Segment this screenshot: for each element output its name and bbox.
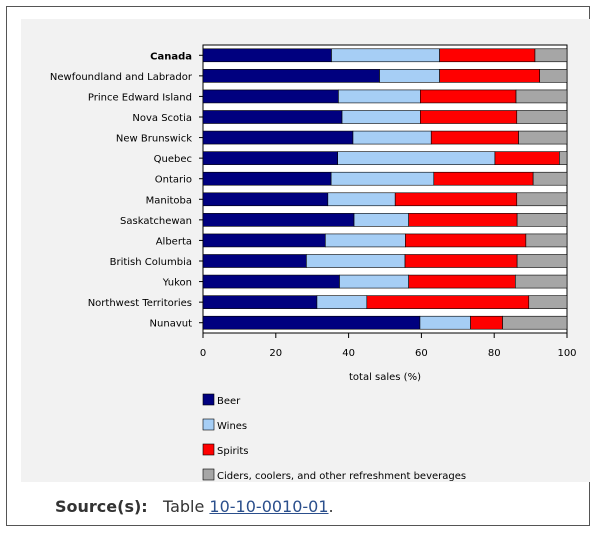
bar-segment-ciders (532, 171, 568, 186)
bar-segment-ciders (516, 213, 568, 227)
bar-segment-spirits (408, 213, 518, 227)
bar-segment-beer (202, 130, 354, 145)
bar-segment-beer (202, 171, 332, 186)
y-tick-label: Nova Scotia (132, 113, 192, 124)
source-note: Source(s): Table 10-10-0010-01. (55, 497, 334, 516)
y-tick-label: Prince Edward Island (88, 92, 192, 103)
y-tick-label: Yukon (162, 278, 192, 289)
legend-label: Beer (217, 396, 241, 407)
chart-panel: Canada Newfoundland and Labrador Prince Ed… (21, 19, 590, 482)
bar-segment-wines (339, 274, 409, 289)
bar-segment-spirits (433, 171, 534, 186)
bar-segment-wines (341, 110, 421, 124)
bar-segment-spirits (394, 192, 518, 207)
bar-segment-wines (379, 69, 440, 83)
bar-segment-ciders (525, 233, 568, 248)
bar-segment-beer (202, 151, 338, 165)
bar-segment-wines (331, 48, 440, 63)
x-tick-label: 80 (488, 348, 501, 359)
bar-segment-beer (202, 110, 343, 124)
bar-segment-wines (352, 130, 432, 145)
bar-segment-spirits (366, 295, 530, 309)
legend-swatch (202, 418, 215, 431)
y-tick-label: Canada (150, 51, 192, 62)
x-tick-label: 100 (557, 348, 576, 359)
bar-segment-ciders (515, 274, 568, 289)
bar-segment-spirits (404, 254, 518, 268)
bar-segment-ciders (534, 48, 568, 63)
bar-segment-ciders (516, 192, 568, 207)
bar-segment-wines (353, 213, 409, 227)
bar-segment-beer (202, 295, 318, 309)
bar-segment-beer (202, 192, 329, 207)
bar-segment-beer (202, 69, 380, 83)
bar-segment-ciders (539, 69, 568, 83)
bar-segment-wines (327, 192, 396, 207)
source-label: Source(s): (55, 497, 148, 516)
bar-segment-beer (202, 274, 340, 289)
x-tick-label: 20 (269, 348, 282, 359)
y-tick-label: Manitoba (146, 195, 192, 206)
bar-segment-spirits (420, 89, 517, 104)
bar-segment-spirits (408, 274, 516, 289)
bar-segment-beer (202, 89, 339, 104)
y-tick-label: Ontario (155, 175, 192, 186)
bar-segment-spirits (420, 110, 518, 124)
y-tick-label: British Columbia (110, 257, 192, 268)
x-tick-label: 0 (200, 348, 206, 359)
bar-segment-beer (202, 48, 332, 63)
bar-segment-ciders (516, 110, 568, 124)
bar-segment-ciders (528, 295, 568, 309)
legend-swatch (202, 443, 215, 456)
plot-area (202, 44, 568, 334)
legend-label: Spirits (217, 446, 249, 457)
y-tick-label: New Brunswick (116, 134, 192, 145)
x-tick-label: 60 (415, 348, 428, 359)
bar-segment-beer (202, 233, 326, 248)
bar-segment-wines (316, 295, 368, 309)
legend-label: Wines (217, 421, 247, 432)
stacked-bar-chart: Canada Newfoundland and Labrador Prince Ed… (50, 44, 577, 482)
bar-segment-beer (202, 213, 355, 227)
legend-label: Ciders, coolers, and other refreshment b… (217, 471, 466, 482)
y-tick-label: Nunavut (150, 319, 193, 330)
bar-segment-ciders (516, 254, 568, 268)
y-tick-label: Alberta (156, 236, 192, 247)
source-prefix: Table (162, 497, 210, 516)
bar-segment-wines (306, 254, 406, 268)
bar-segment-spirits (405, 233, 527, 248)
bar-segment-ciders (502, 315, 568, 330)
bar-segment-beer (202, 254, 307, 268)
bar-segment-spirits (439, 69, 541, 83)
legend-swatch (202, 393, 215, 406)
y-tick-label: Saskatchewan (120, 216, 192, 227)
bar-segment-wines (419, 315, 471, 330)
bar-segment-ciders (559, 151, 568, 165)
bar-segment-spirits (430, 130, 519, 145)
bar-segment-spirits (439, 48, 536, 63)
y-tick-label: Northwest Territories (88, 298, 192, 309)
source-suffix: . (328, 497, 334, 516)
figure-frame: Canada Newfoundland and Labrador Prince Ed… (6, 6, 590, 526)
y-tick-label: Quebec (154, 154, 192, 165)
bar-segment-spirits (470, 315, 503, 330)
bar-segment-beer (202, 315, 421, 330)
bar-segment-spirits (494, 151, 560, 165)
bar-segment-ciders (515, 89, 568, 104)
bar-segment-wines (337, 151, 496, 165)
bar-segment-ciders (518, 130, 568, 145)
x-tick-label: 40 (342, 348, 355, 359)
x-axis-label: total sales (%) (349, 372, 421, 383)
y-tick-label: Newfoundland and Labrador (50, 72, 193, 83)
bar-segment-wines (325, 233, 406, 248)
bar-segment-wines (330, 171, 435, 186)
legend-swatch (202, 468, 215, 481)
bar-segment-wines (338, 89, 421, 104)
source-table-link[interactable]: 10-10-0010-01 (209, 497, 329, 516)
